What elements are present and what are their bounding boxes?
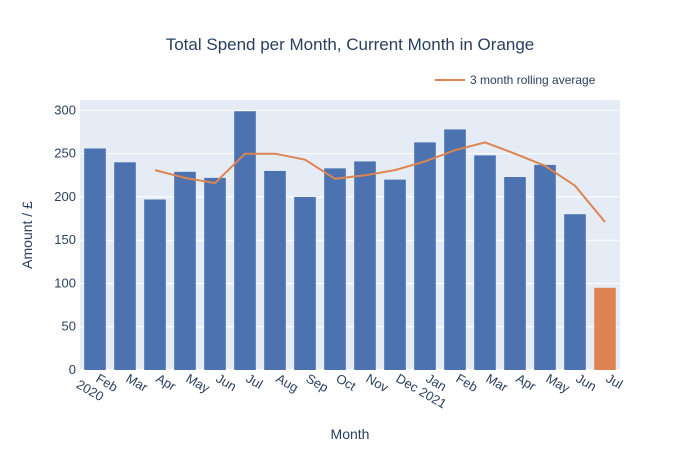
bar <box>534 164 556 370</box>
bar <box>384 179 406 370</box>
bar <box>114 162 136 370</box>
y-axis-title: Amount / £ <box>19 201 35 269</box>
x-tick-label: Jun <box>214 371 240 394</box>
x-tick-label: Jul <box>244 371 266 392</box>
x-tick-label: Apr <box>154 371 180 394</box>
x-tick-label: Feb <box>454 371 481 395</box>
legend-label: 3 month rolling average <box>470 73 596 87</box>
x-tick-label: Jul <box>604 371 626 392</box>
rolling-average-line <box>154 141 606 223</box>
y-tick-label: 300 <box>54 102 76 117</box>
bar <box>564 214 586 370</box>
bar <box>144 199 166 370</box>
chart-title: Total Spend per Month, Current Month in … <box>166 35 535 54</box>
y-tick-label: 0 <box>69 362 76 377</box>
plot-background <box>80 100 620 370</box>
bar <box>204 177 226 370</box>
bar <box>84 148 106 370</box>
legend: 3 month rolling average <box>435 73 596 87</box>
bar <box>414 142 436 370</box>
y-tick-labels: 0 50 100 150 200 250 300 <box>54 102 76 377</box>
y-tick-label: 150 <box>54 232 76 247</box>
x-tick-label: Mar <box>484 371 511 396</box>
x-tick-label: Mar <box>124 371 151 396</box>
x-tick-label: May <box>544 371 573 397</box>
bar <box>354 161 376 370</box>
x-tick-label: May <box>184 371 213 397</box>
bar <box>594 287 616 370</box>
y-tick-label: 250 <box>54 146 76 161</box>
y-tick-label: 50 <box>62 319 76 334</box>
x-axis-title: Month <box>331 426 370 442</box>
rolling-average-series <box>154 141 606 223</box>
x-tick-label: Sep <box>304 371 332 396</box>
grid <box>80 109 620 371</box>
x-tick-label: Nov <box>364 371 392 396</box>
x-tick-label: Apr <box>514 371 540 394</box>
bar <box>504 177 526 370</box>
y-tick-label: 200 <box>54 189 76 204</box>
bar <box>174 171 196 370</box>
x-tick-label: Aug <box>274 371 302 396</box>
x-tick-label: Jun <box>574 371 600 394</box>
bar <box>474 155 496 370</box>
bar <box>324 168 346 370</box>
bars <box>84 111 616 370</box>
x-tick-label: Oct <box>334 371 359 394</box>
bar <box>444 129 466 370</box>
bar <box>294 196 316 370</box>
bar <box>234 111 256 370</box>
y-tick-label: 100 <box>54 275 76 290</box>
bar <box>264 170 286 370</box>
